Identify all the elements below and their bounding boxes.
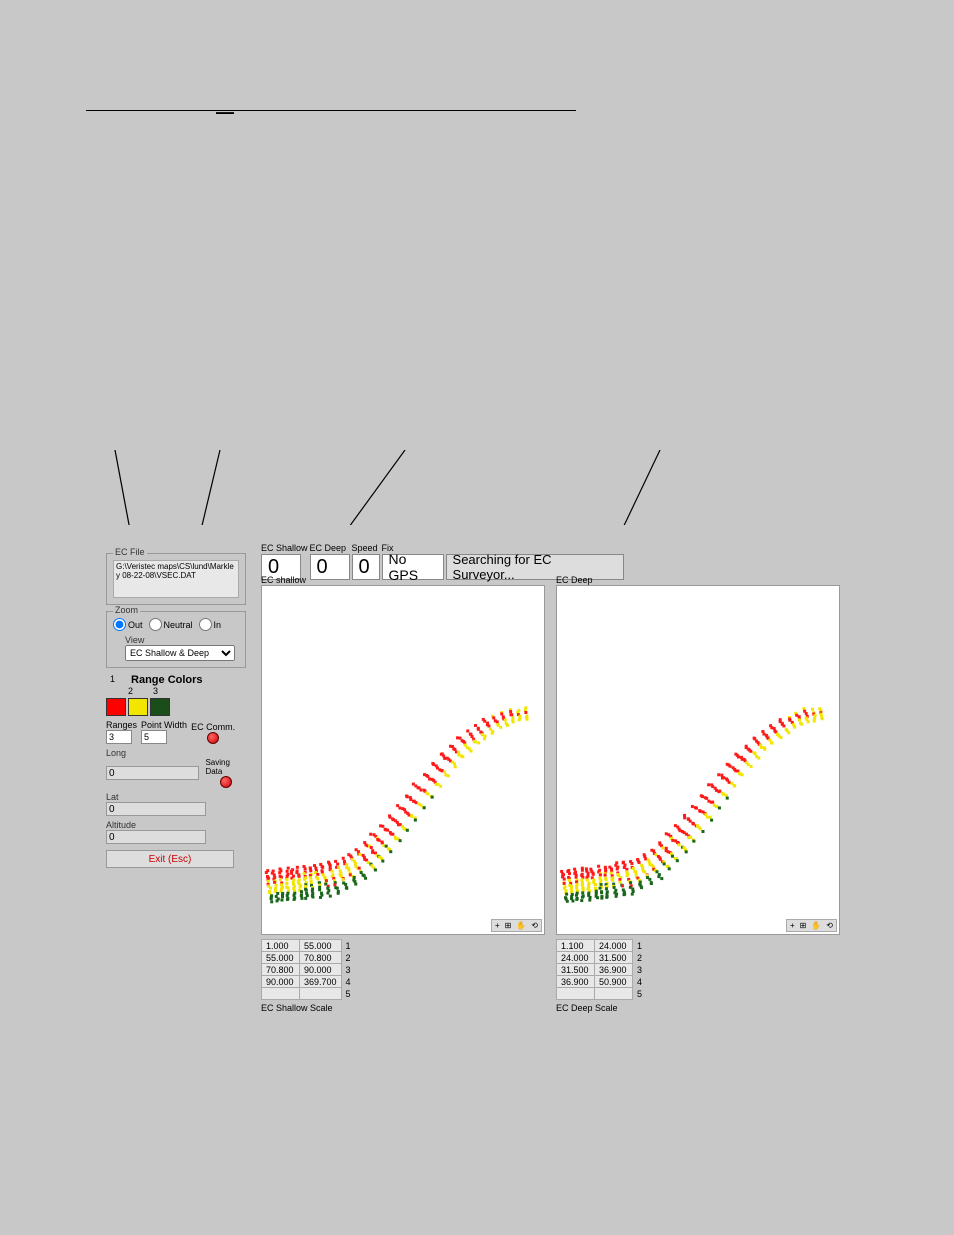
deep-scale-label: EC Deep Scale [556,1003,618,1013]
map-deep[interactable]: +⊞✋⟲ [556,585,840,935]
map-toolbar-deep[interactable]: +⊞✋⟲ [786,919,837,932]
map-shallow[interactable]: +⊞✋⟲ [261,585,545,935]
zoom-out-label: Out [128,620,143,630]
fix-value: No GPS [382,554,444,580]
swatch-1[interactable] [106,698,126,716]
swatch-3[interactable] [150,698,170,716]
ranges-input[interactable] [106,730,132,744]
range-color-swatches [106,698,246,716]
map-shallow-label: EC shallow [261,575,306,585]
exit-button[interactable]: Exit (Esc) [106,850,234,868]
ec-comm-led [207,732,219,744]
ec-file-group: EC File G:\Veristec maps\CS\lund\Markley… [106,553,246,605]
ec-shallow-label: EC Shallow [261,543,308,553]
view-select[interactable]: EC Shallow & Deep [125,645,235,661]
range-num-1: 1 [110,674,115,686]
app-window: EC File G:\Veristec maps\CS\lund\Markley… [78,525,880,1016]
lat-label: Lat [106,792,246,802]
deep-scale-table: 1.10024.000124.00031.500231.50036.900336… [556,939,647,1000]
ec-file-path[interactable]: G:\Veristec maps\CS\lund\Markley 08-22-0… [113,560,239,598]
range-num-3: 3 [153,686,158,696]
speed-value: 0 [352,554,380,580]
scatter-deep [557,586,839,934]
zoom-neutral-label: Neutral [164,620,193,630]
map-deep-label: EC Deep [556,575,593,585]
range-num-2: 2 [128,686,133,696]
horizontal-rule [86,110,576,111]
range-colors-title: Range Colors [131,674,203,686]
swatch-2[interactable] [128,698,148,716]
long-label: Long [106,748,246,758]
view-label: View [125,635,239,645]
sidebar: EC File G:\Veristec maps\CS\lund\Markley… [106,553,246,868]
map-toolbar-shallow[interactable]: +⊞✋⟲ [491,919,542,932]
long-field: 0 [106,766,199,780]
point-width-label: Point Width [141,720,187,730]
ec-deep-label: EC Deep [310,543,350,553]
point-width-input[interactable] [141,730,167,744]
zoom-in-label: In [214,620,222,630]
speed-label: Speed [352,543,380,553]
ec-file-group-label: EC File [113,547,147,557]
zoom-group: Zoom Out Neutral In View EC Shallow & De… [106,611,246,668]
saving-data-label: Saving Data [205,758,246,776]
shallow-scale-table: 1.00055.000155.00070.800270.80090.000390… [261,939,356,1000]
dash-mark: — [216,102,234,123]
alt-label: Altitude [106,820,246,830]
saving-data-led [220,776,232,788]
alt-field: 0 [106,830,206,844]
shallow-scale-label: EC Shallow Scale [261,1003,333,1013]
ranges-label: Ranges [106,720,137,730]
scatter-shallow [262,586,544,934]
zoom-out-radio[interactable]: Out [113,618,143,631]
ec-comm-label: EC Comm. [191,722,235,732]
status-field: Searching for EC Surveyor... [446,554,624,580]
zoom-in-radio[interactable]: In [199,618,222,631]
zoom-neutral-radio[interactable]: Neutral [149,618,193,631]
ec-deep-value: 0 [310,554,350,580]
lat-field: 0 [106,802,206,816]
zoom-group-label: Zoom [113,605,140,615]
range-color-numbers: 1 Range Colors [110,674,246,686]
